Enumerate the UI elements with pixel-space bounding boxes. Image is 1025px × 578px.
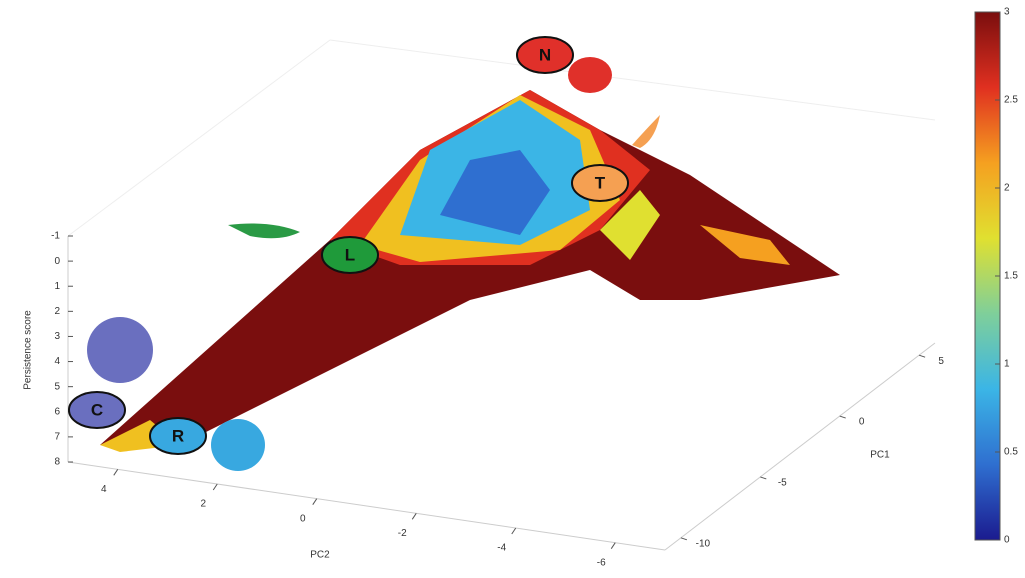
z-tick-label: -1 xyxy=(51,231,60,242)
colorbar-tick-label: 0.5 xyxy=(1004,447,1018,458)
colorbar-tick-label: 2 xyxy=(1004,183,1010,194)
colorbar-tick-label: 1 xyxy=(1004,359,1010,370)
z-axis-label: Persistence score xyxy=(23,310,34,390)
annotation-label: L xyxy=(345,245,355,264)
colorbar-tick-label: 0 xyxy=(1004,535,1010,546)
z-tick-label: 6 xyxy=(54,406,60,417)
x-tick-label: -4 xyxy=(497,543,506,554)
y-tick-label: 0 xyxy=(859,417,865,428)
x-tick-label: -6 xyxy=(597,557,606,568)
x-tick xyxy=(412,513,416,519)
x-tick xyxy=(213,484,217,490)
y-tick xyxy=(840,416,846,418)
z-tick-label: 4 xyxy=(54,356,60,367)
y-tick-label: -10 xyxy=(696,538,711,549)
z-tick-label: 7 xyxy=(54,432,60,443)
colorbar-tick-label: 3 xyxy=(1004,7,1010,18)
y-tick xyxy=(919,355,925,357)
y-axis-label: PC1 xyxy=(870,450,890,461)
annotation-label: C xyxy=(91,400,103,419)
colorbar-tick-label: 2.5 xyxy=(1004,95,1018,106)
x-tick-label: 2 xyxy=(200,499,206,510)
x-tick-label: 0 xyxy=(300,513,306,524)
x-tick-label: -2 xyxy=(398,528,407,539)
z-tick-label: 1 xyxy=(54,281,60,292)
x-tick xyxy=(512,528,516,534)
x-tick xyxy=(114,469,118,475)
y-tick-label: 5 xyxy=(938,356,944,367)
z-tick-label: 0 xyxy=(54,256,60,267)
z-tick-label: 5 xyxy=(54,381,60,392)
z-tick-label: 8 xyxy=(54,457,60,468)
chart: -1012345678420-2-4-6-10-505 Persistence … xyxy=(0,0,1025,573)
y-tick xyxy=(681,538,687,540)
annotation-label: N xyxy=(539,45,551,64)
z-tick-label: 2 xyxy=(54,306,60,317)
y-tick-label: -5 xyxy=(778,478,787,489)
y-tick xyxy=(760,477,766,479)
annotation-label: R xyxy=(172,426,184,445)
annotation-label: T xyxy=(595,173,606,192)
x-tick xyxy=(611,543,615,549)
x-tick-label: 4 xyxy=(101,484,107,495)
z-tick-label: 3 xyxy=(54,331,60,342)
x-tick xyxy=(313,499,317,505)
surface xyxy=(100,90,840,452)
colorbar-tick-label: 1.5 xyxy=(1004,271,1018,282)
x-axis-label: PC2 xyxy=(310,550,330,561)
